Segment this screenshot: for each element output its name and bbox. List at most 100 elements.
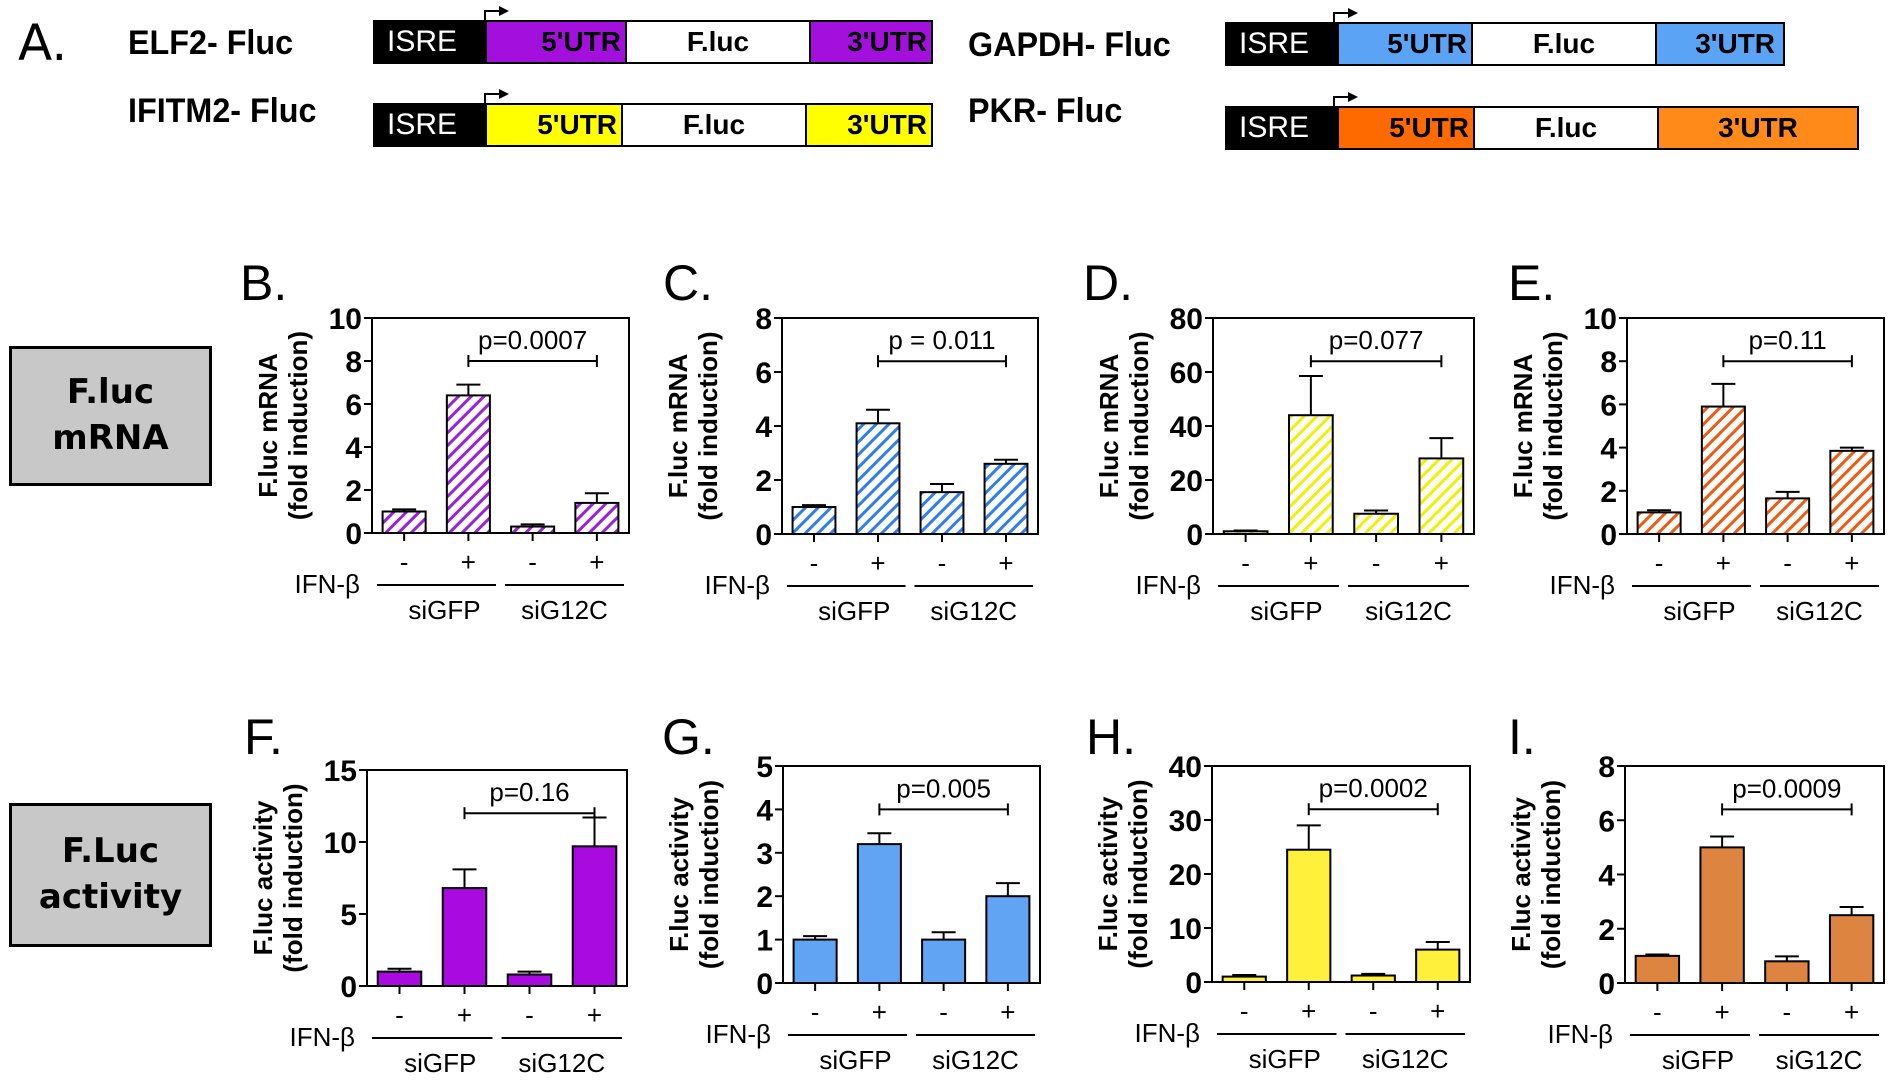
y-tick-label: 0 [1185,967,1202,1000]
y-tick-label: 2 [345,475,362,508]
construct-gapdh: ISRE 5'UTR F.luc 3'UTR [1225,22,1785,66]
y-axis-label-units: (fold induction) [1123,779,1153,968]
y-tick-label: 40 [1170,411,1203,444]
construct-ifitm2: ISRE 5'UTR F.luc 3'UTR [373,103,933,147]
y-axis-label: F.luc activity [1093,796,1123,951]
x-tick-label: - [528,547,537,577]
y-tick-label: 30 [1169,805,1202,838]
group-label: siGFP [1250,596,1322,626]
p-value-label: p=0.0002 [1319,773,1428,803]
y-tick-label: 0 [1186,519,1203,552]
panel-letter: H. [1086,709,1136,765]
group-label: siGFP [404,1048,476,1078]
x-tick-label: - [395,1000,404,1030]
y-tick-label: 8 [755,303,772,336]
x-tick-label: - [1783,997,1792,1027]
treatment-label: IFN-β [1550,570,1616,600]
bar [574,501,620,534]
y-tick-label: 10 [324,827,357,860]
y-axis-label: F.luc mRNA [1508,354,1538,499]
y-tick-label: 4 [755,411,772,444]
x-tick-label: + [461,547,476,577]
x-tick-label: - [811,997,820,1027]
bar [1288,414,1334,536]
utr5-segment: 5'UTR [487,22,625,62]
p-value-label: p=0.16 [489,777,569,807]
bar [792,938,838,984]
y-axis-label: F.luc mRNA [663,354,693,499]
y-axis-label: F.luc activity [664,797,694,952]
y-tick-label: 0 [756,968,773,1001]
y-tick-label: 4 [1600,433,1617,466]
construct-name-ifitm2: IFITM2- Fluc [128,92,317,130]
bar [1353,512,1399,535]
x-tick-label: + [1844,997,1859,1027]
bar [1286,848,1332,984]
row-label-mrna: F.luc mRNA [9,346,212,486]
bar [1700,405,1746,535]
p-value-label: p=0.11 [1748,325,1826,355]
y-tick-label: 10 [329,303,362,336]
bar [571,845,618,987]
group-label: siGFP [818,596,890,626]
construct-elf2: ISRE 5'UTR F.luc 3'UTR [373,20,933,64]
x-tick-label: - [1655,548,1664,578]
x-tick-label: + [1430,996,1445,1026]
y-axis-label-units: (fold induction) [1536,780,1566,969]
isre-segment: ISRE [375,105,487,145]
utr5-segment: 5'UTR [1339,24,1471,64]
treatment-label: IFN-β [1136,570,1202,600]
y-tick-label: 2 [755,465,772,498]
y-tick-label: 10 [1169,913,1202,946]
isre-segment: ISRE [1227,24,1339,64]
y-tick-label: 0 [755,519,772,552]
y-tick-label: 2 [1600,476,1617,509]
y-tick-label: 4 [345,432,362,465]
bar [1350,974,1396,984]
panel-letter: D. [1083,255,1133,311]
x-tick-label: - [938,548,947,578]
row-label-activity: F.Luc activity [9,803,212,947]
p-value-label: p=0.005 [896,773,991,803]
panel-letter: G. [662,709,715,765]
promoter-arrow-icon [1333,92,1358,110]
bar [506,973,553,987]
y-tick-label: 4 [756,794,773,827]
y-axis-label: F.luc activity [1506,797,1536,952]
bar [1418,457,1465,535]
group-label: siG12C [518,1048,605,1078]
group-label: siGFP [1249,1044,1321,1074]
utr5-segment: 5'UTR [487,105,621,145]
construct-name-pkr: PKR- Fluc [968,92,1123,130]
p-value-label: p = 0.011 [888,325,995,355]
y-tick-label: 20 [1170,465,1203,498]
row-label-mrna-line2: mRNA [52,418,169,458]
y-tick-label: 1 [756,925,773,958]
x-tick-label: + [870,548,885,578]
y-tick-label: 0 [1598,968,1615,1001]
utr3-segment: 3'UTR [807,105,931,145]
bar [921,938,967,984]
group-label: siGFP [408,595,480,625]
x-tick-label: + [1303,548,1318,578]
group-label: siG12C [932,1045,1019,1075]
x-tick-label: - [810,548,819,578]
y-axis-label-units: (fold induction) [693,331,723,520]
bar [441,887,488,988]
row-label-activity-line2: activity [38,877,183,917]
bar [1764,960,1810,984]
x-tick-label: + [1434,548,1449,578]
x-tick-label: + [1000,997,1015,1027]
row-label-mrna-line1: F.luc [66,372,155,413]
y-tick-label: 6 [1600,389,1617,422]
panel-a-letter: A. [18,14,68,72]
bar [856,843,902,984]
row-label-activity-line1: F.Luc [61,831,160,872]
group-label: siGFP [1662,1045,1734,1075]
bar [1222,530,1269,535]
bar [1221,975,1267,983]
group-label: siG12C [1362,1044,1449,1074]
y-tick-label: 60 [1170,357,1203,390]
panel-letter: C. [663,255,713,311]
bar [1765,497,1811,535]
